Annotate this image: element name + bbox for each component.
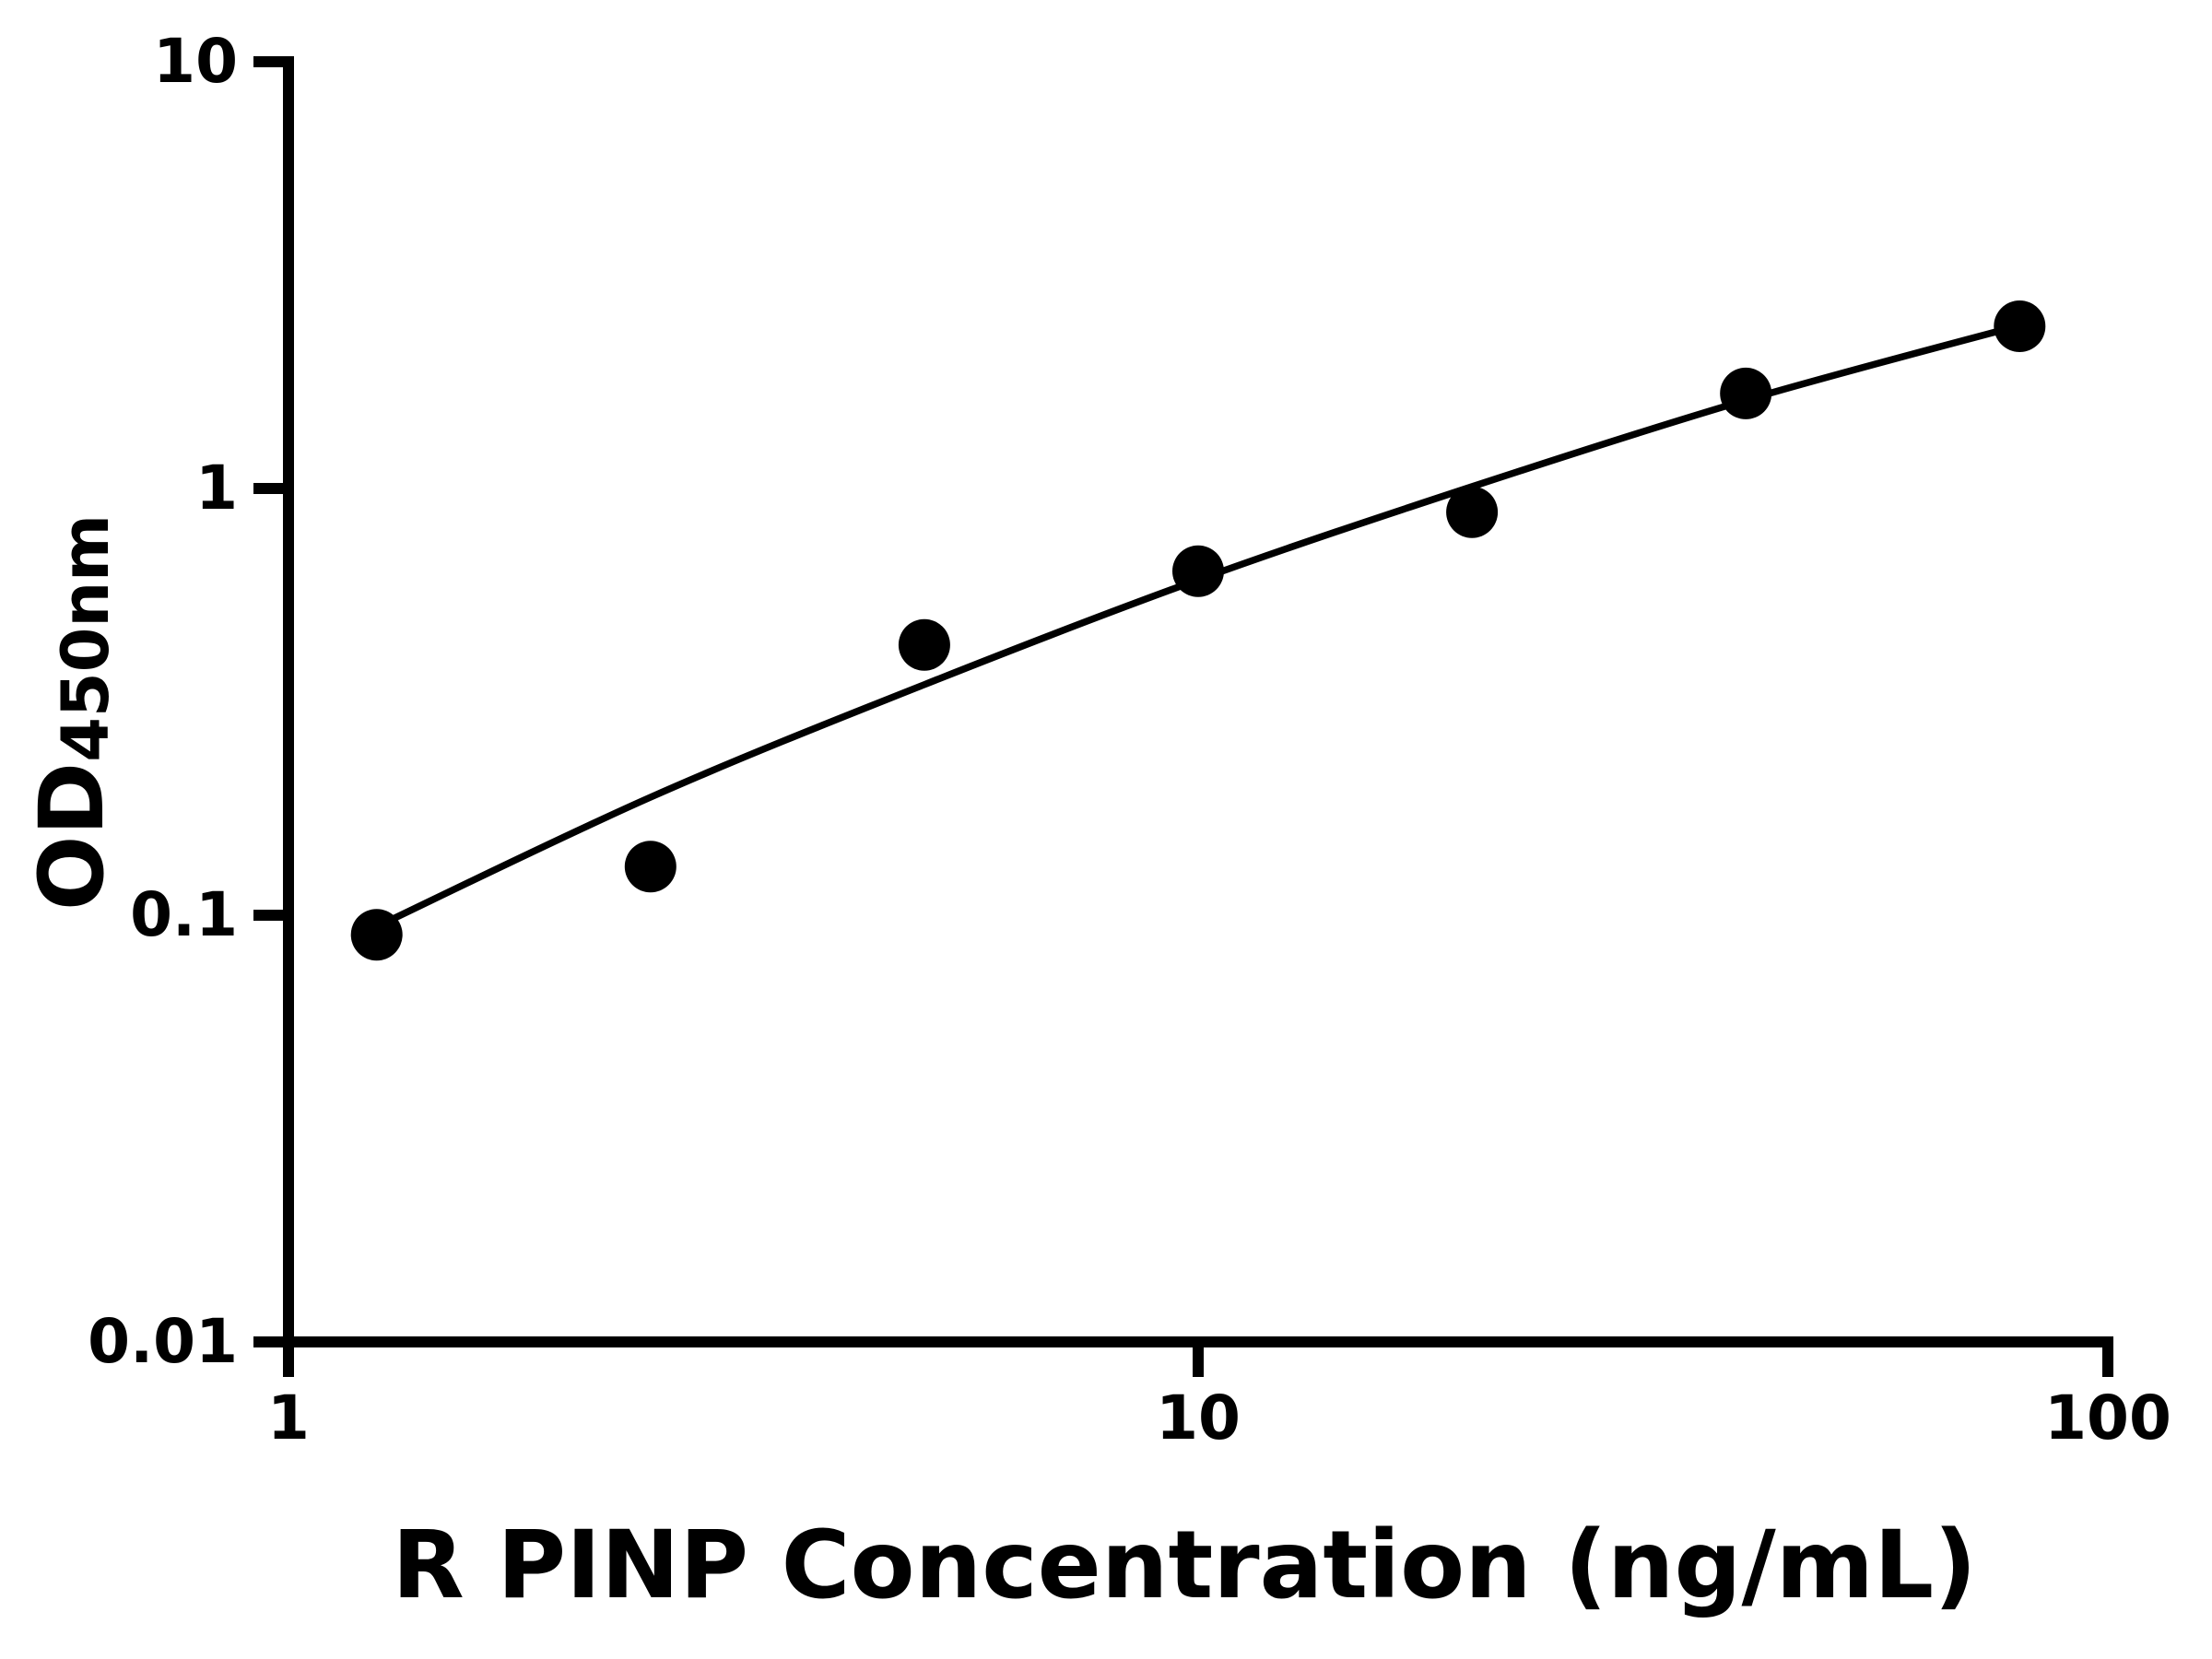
y-tick-label: 10: [153, 26, 238, 97]
x-tick-label: 1: [267, 1382, 310, 1453]
data-point: [898, 618, 950, 671]
data-point: [1446, 486, 1499, 538]
y-axis-title-main: OD: [20, 761, 124, 912]
data-point: [350, 909, 403, 961]
y-axis-title-subscript: 450nm: [48, 513, 124, 762]
y-tick-label: 0.1: [130, 879, 238, 950]
x-tick-label: 100: [2044, 1382, 2171, 1453]
data-point: [624, 841, 677, 893]
data-point: [1172, 545, 1224, 597]
y-tick-label: 0.01: [88, 1306, 238, 1377]
data-point-markers: [350, 300, 2046, 961]
fit-curve-line: [375, 322, 2021, 930]
axis-spine: [283, 56, 2113, 1347]
data-point: [1994, 300, 2046, 352]
x-tick-label: 10: [1156, 1382, 1241, 1453]
y-axis-title: OD450nm: [20, 514, 124, 911]
y-tick-label: 1: [195, 453, 238, 524]
tick-marks: [253, 56, 2113, 1377]
x-axis-title: R PINP Concentration (ng/mL): [392, 1511, 1977, 1620]
data-point: [1720, 367, 1772, 419]
